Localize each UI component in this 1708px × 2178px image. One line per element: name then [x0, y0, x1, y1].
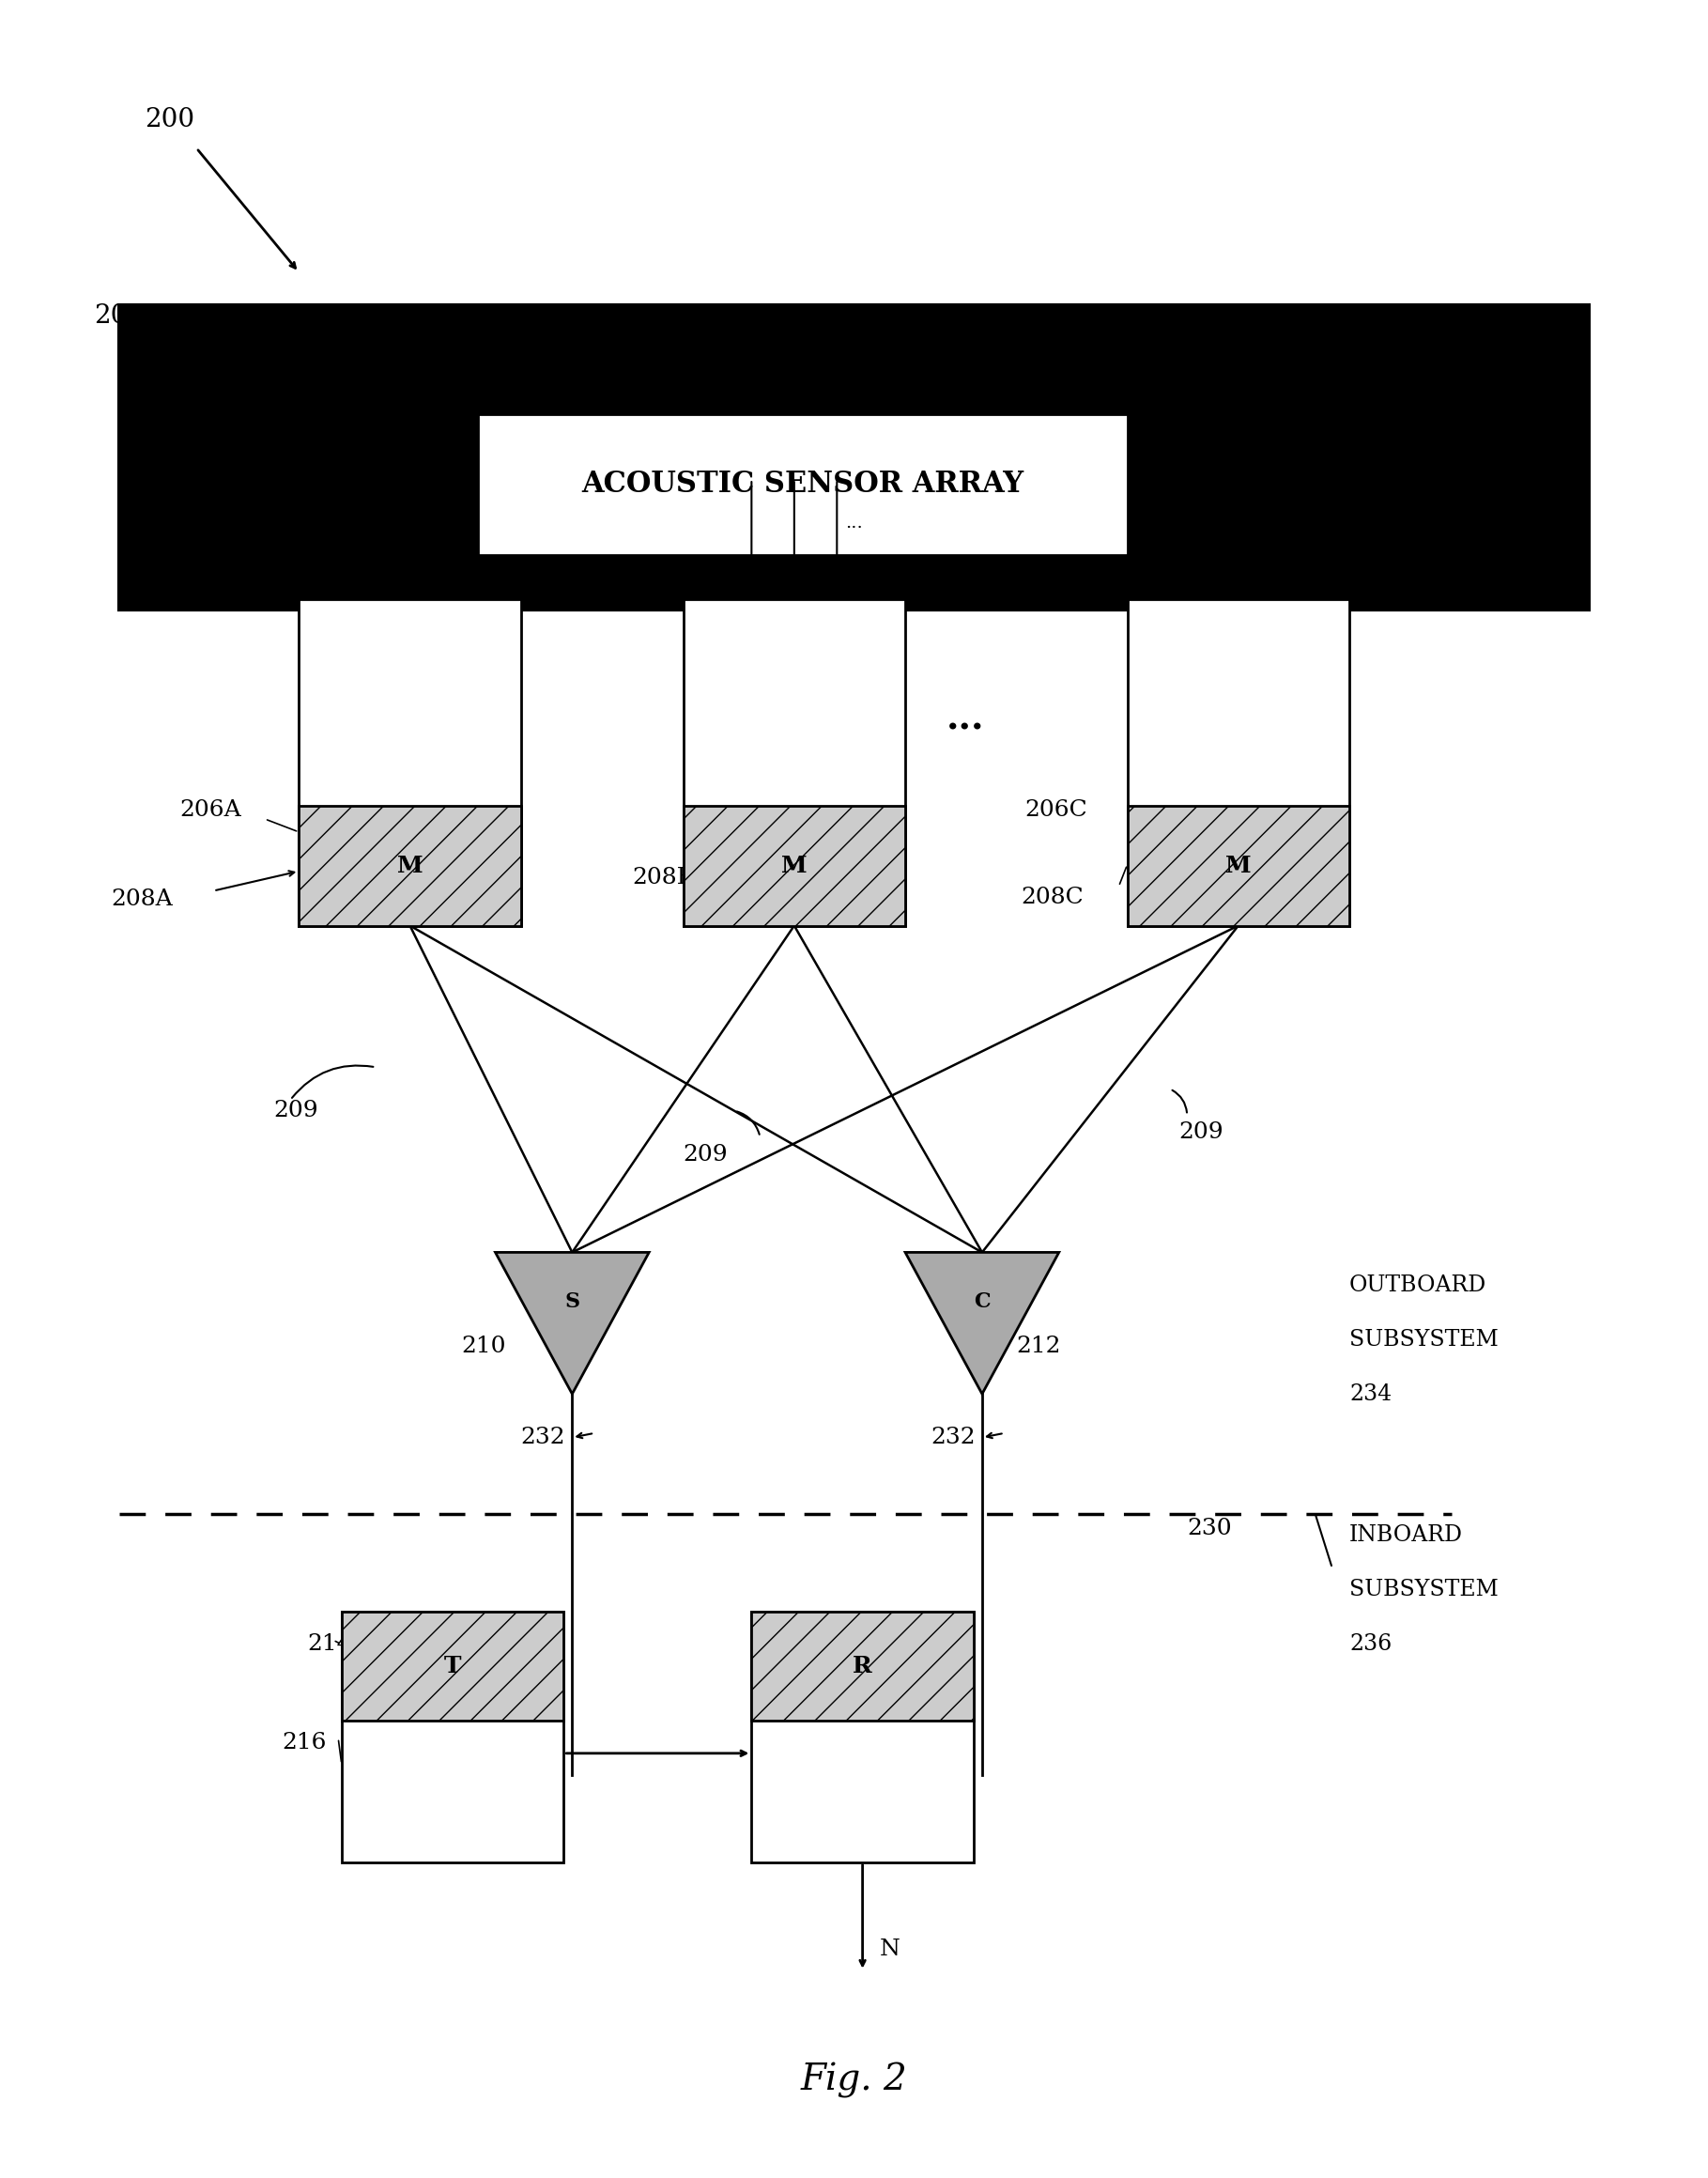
Polygon shape [905, 1252, 1059, 1394]
Text: M: M [396, 854, 424, 878]
Text: 208C: 208C [1021, 886, 1085, 908]
Text: 210: 210 [461, 1335, 506, 1357]
Text: 209: 209 [1179, 1122, 1223, 1143]
Bar [342, 1612, 564, 1721]
Text: ...: ... [946, 701, 984, 736]
Text: 232: 232 [521, 1427, 565, 1448]
Text: 209: 209 [273, 1100, 318, 1122]
Text: SUBSYSTEM: SUBSYSTEM [1349, 1579, 1498, 1601]
Text: 214: 214 [307, 1634, 352, 1655]
Text: R: R [852, 1655, 873, 1677]
Text: C: C [974, 1292, 991, 1311]
Text: SUBSYSTEM: SUBSYSTEM [1349, 1329, 1498, 1350]
Text: 232: 232 [931, 1427, 975, 1448]
Bar [1127, 806, 1349, 926]
Text: OUTBOARD: OUTBOARD [1349, 1274, 1486, 1296]
Text: 236: 236 [1349, 1634, 1392, 1655]
Text: 202: 202 [94, 303, 143, 329]
Text: 208B: 208B [632, 867, 693, 889]
Text: ACOUSTIC SENSOR ARRAY: ACOUSTIC SENSOR ARRAY [581, 470, 1025, 499]
Text: ...: ... [845, 514, 863, 531]
Bar [1127, 599, 1349, 926]
Text: 209: 209 [683, 1143, 728, 1165]
Text: 218: 218 [931, 1634, 975, 1655]
Text: 220: 220 [922, 1699, 967, 1721]
Text: ...: ... [461, 514, 478, 531]
Text: 200: 200 [145, 107, 195, 133]
Text: 208A: 208A [111, 889, 173, 910]
Text: INBOARD: INBOARD [1349, 1525, 1464, 1546]
Text: 204: 204 [248, 335, 297, 362]
Text: ...: ... [1290, 514, 1307, 531]
Bar [299, 599, 521, 926]
Text: 212: 212 [1016, 1335, 1061, 1357]
Bar [120, 305, 1588, 610]
Text: 206C: 206C [1025, 799, 1088, 821]
Text: 234: 234 [1349, 1383, 1392, 1405]
Bar [683, 599, 905, 926]
Polygon shape [495, 1252, 649, 1394]
Bar [752, 1612, 974, 1862]
Bar [342, 1612, 564, 1862]
Bar [752, 1612, 974, 1721]
Text: M: M [1225, 854, 1252, 878]
Text: M: M [781, 854, 808, 878]
Text: S: S [565, 1292, 579, 1311]
Text: T: T [444, 1655, 461, 1677]
Bar [478, 414, 1127, 555]
Text: Fig. 2: Fig. 2 [801, 2063, 907, 2097]
Text: 230: 230 [1187, 1518, 1231, 1540]
Text: 216: 216 [282, 1732, 326, 1753]
Bar [299, 806, 521, 926]
Bar [683, 806, 905, 926]
Text: 206B: 206B [700, 734, 762, 756]
Text: N: N [880, 1938, 900, 1960]
Text: 206A: 206A [179, 799, 241, 821]
